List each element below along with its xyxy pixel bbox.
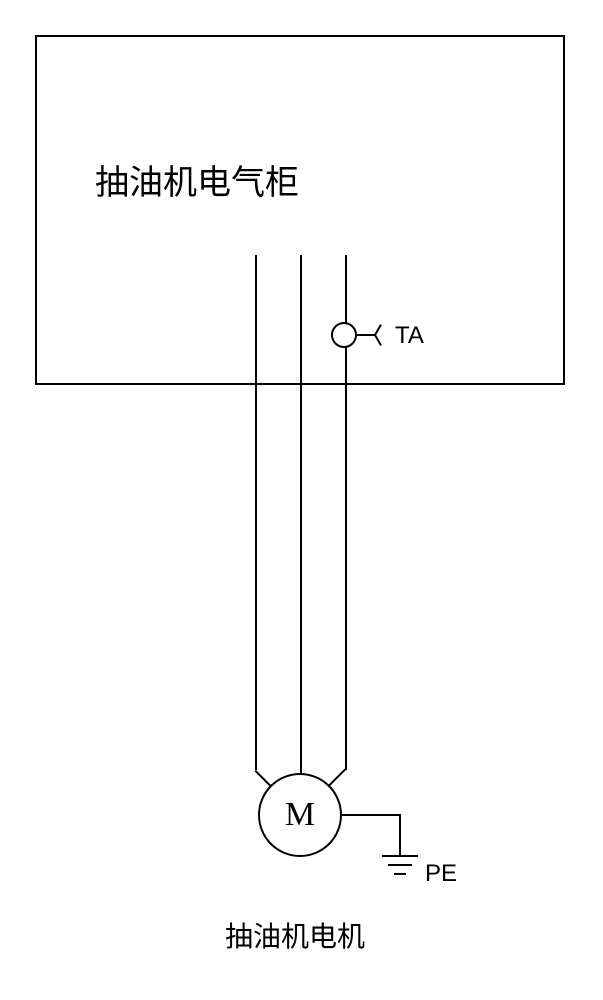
cabinet-title: 抽油机电气柜 bbox=[95, 155, 299, 204]
ta-label: TA bbox=[395, 322, 424, 350]
wire-left bbox=[255, 255, 257, 770]
pe-bar-3 bbox=[394, 873, 406, 875]
pe-hline bbox=[342, 814, 400, 816]
pe-label: PE bbox=[425, 860, 457, 888]
motor-letter: M bbox=[285, 796, 315, 834]
pe-bar-2 bbox=[388, 864, 412, 866]
ta-circle bbox=[331, 322, 357, 348]
motor-label: 抽油机电机 bbox=[225, 915, 365, 955]
wire-mid bbox=[300, 255, 302, 775]
pe-vline bbox=[399, 814, 401, 855]
ta-spur bbox=[357, 334, 375, 336]
motor-circle: M bbox=[258, 773, 342, 857]
pe-bar-1 bbox=[382, 855, 418, 857]
